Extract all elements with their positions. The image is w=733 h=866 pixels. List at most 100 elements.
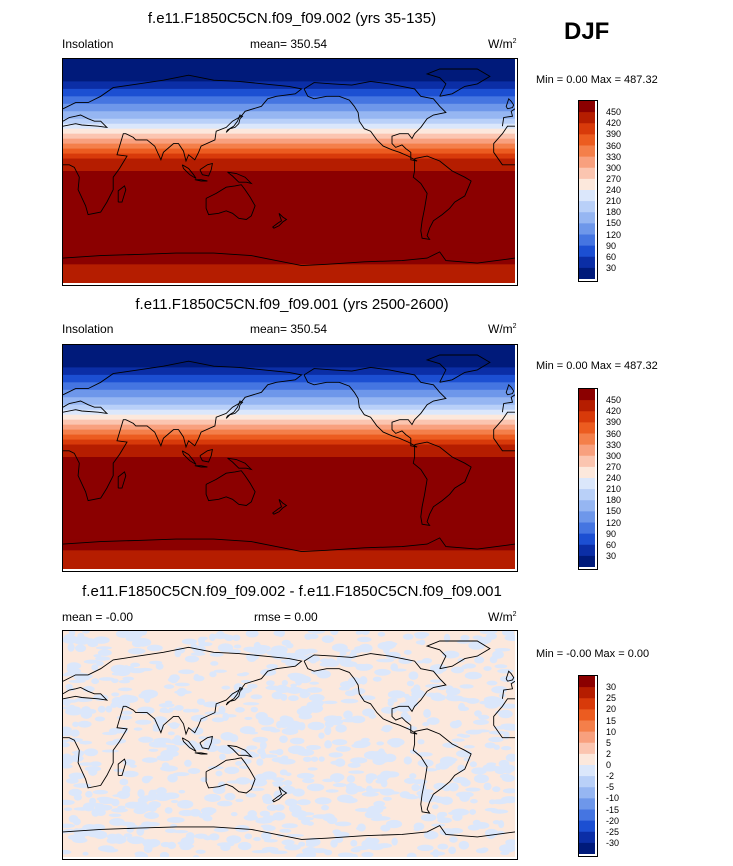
lat-band	[63, 374, 515, 383]
colorbar-tick-label: 300	[606, 450, 622, 461]
colorbar-swatch	[579, 687, 595, 699]
diff-speckle	[247, 655, 257, 663]
diff-speckle	[226, 835, 242, 844]
panel2-map	[62, 344, 518, 572]
diff-speckle	[75, 756, 84, 761]
diff-speckle	[103, 848, 119, 853]
diff-speckle	[279, 769, 288, 776]
diff-speckle	[208, 833, 220, 841]
diff-speckle	[321, 635, 334, 644]
colorbar-swatch	[579, 134, 595, 146]
diff-speckle	[283, 780, 293, 786]
colorbar-swatch	[579, 544, 595, 557]
coastline	[272, 498, 288, 515]
colorbar-tick-label: 120	[606, 517, 622, 528]
diff-speckle	[337, 852, 354, 857]
diff-speckle	[241, 758, 252, 765]
diff-speckle	[121, 770, 139, 778]
diff-speckle	[273, 790, 283, 800]
diff-speckle	[335, 724, 347, 733]
diff-speckle	[262, 797, 275, 805]
lat-band	[63, 158, 515, 166]
diff-speckle	[383, 753, 397, 763]
diff-speckle	[310, 660, 317, 664]
colorbar-swatch	[579, 555, 595, 567]
diff-speckle	[184, 655, 199, 663]
diff-speckle	[224, 792, 236, 801]
diff-speckle	[181, 638, 197, 645]
colorbar-swatch	[579, 698, 595, 710]
diff-speckle	[117, 791, 126, 796]
colorbar-swatch	[579, 145, 595, 158]
diff-speckle	[408, 671, 419, 680]
lat-band	[63, 367, 515, 376]
colorbar-tick-label: 450	[606, 395, 622, 406]
diff-speckle	[110, 664, 128, 674]
diff-speckle	[244, 833, 253, 840]
diff-speckle	[74, 697, 93, 703]
colorbar-canvas	[579, 676, 595, 854]
colorbar-swatch	[579, 533, 595, 546]
colorbar-tick-label: -10	[606, 793, 620, 804]
colorbar-swatch	[579, 709, 595, 721]
panel1-map	[62, 58, 518, 286]
diff-speckle	[251, 850, 270, 854]
coastline	[412, 728, 472, 814]
diff-speckle	[367, 843, 385, 851]
coastline	[412, 441, 472, 527]
lat-band	[63, 153, 515, 160]
diff-speckle	[82, 685, 95, 693]
diff-speckle	[273, 783, 284, 787]
diff-speckle	[376, 658, 394, 663]
diff-speckle	[384, 771, 400, 778]
diff-speckle	[182, 708, 193, 713]
diff-speckle	[121, 710, 133, 715]
diff-speckle	[318, 756, 325, 762]
colorbar-swatch	[579, 842, 595, 854]
coastline	[199, 735, 213, 750]
lat-band	[63, 439, 515, 446]
colorbar-swatch	[579, 190, 595, 202]
diff-speckle	[215, 770, 223, 777]
diff-speckle	[307, 721, 325, 731]
diff-speckle	[68, 631, 76, 637]
diff-speckle	[260, 726, 277, 732]
diff-speckle	[239, 726, 256, 735]
diff-speckle	[123, 759, 136, 766]
diff-speckle	[298, 713, 313, 720]
colorbar-tick-label: 360	[606, 140, 622, 151]
diff-speckle	[98, 677, 115, 681]
diff-speckle	[341, 718, 358, 723]
colorbar-swatch	[579, 167, 595, 180]
diff-speckle	[411, 783, 420, 792]
diff-speckle	[442, 650, 460, 659]
coastline	[63, 251, 515, 267]
coastline	[194, 752, 208, 755]
lat-band	[63, 88, 515, 97]
diff-speckle	[469, 809, 477, 815]
diff-speckle	[119, 778, 129, 786]
diff-speckle	[260, 824, 273, 829]
diff-speckle	[118, 679, 131, 684]
colorbar-swatch	[579, 731, 595, 744]
diff-speckle	[111, 692, 120, 697]
diff-speckle	[313, 699, 324, 708]
diff-speckle	[73, 783, 92, 788]
diff-speckle	[82, 824, 98, 833]
lat-band	[63, 148, 515, 155]
diff-speckle	[130, 662, 141, 668]
diff-speckle	[250, 706, 259, 713]
diff-speckle	[209, 652, 224, 657]
colorbar-tick-label: 2	[606, 748, 612, 759]
diff-speckle	[339, 651, 347, 656]
colorbar-tick-label: 240	[606, 185, 622, 195]
diff-speckle	[209, 671, 217, 678]
diff-speckle	[345, 782, 358, 791]
diff-speckle	[483, 666, 492, 671]
diff-speckle	[82, 851, 89, 856]
diff-speckle	[85, 790, 93, 798]
diff-speckle	[504, 634, 515, 641]
diff-speckle	[419, 639, 426, 646]
diff-speckle	[422, 722, 430, 727]
diff-speckle	[306, 783, 325, 792]
